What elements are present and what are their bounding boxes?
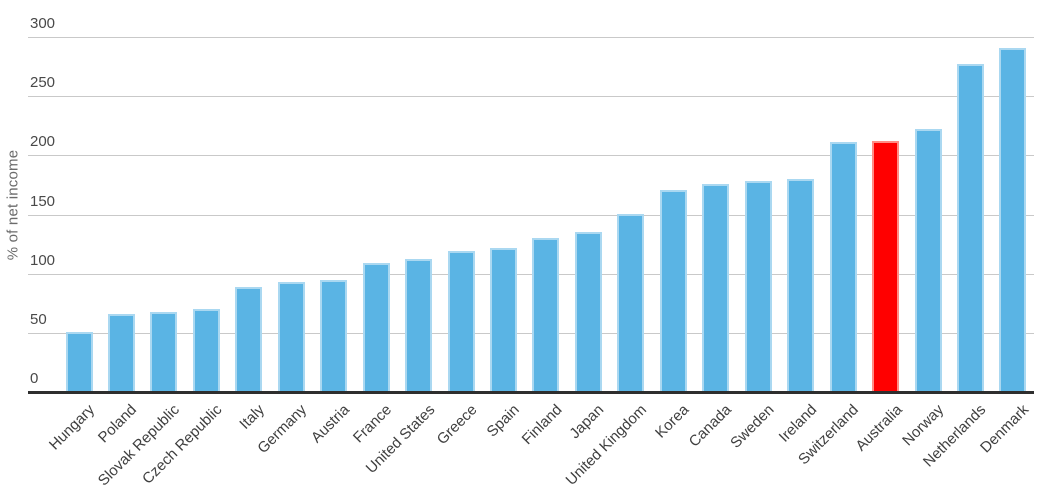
bar-poland[interactable] <box>108 314 135 392</box>
y-axis-title: % of net income <box>4 149 22 261</box>
x-label-korea: Korea <box>651 401 693 442</box>
bar-australia[interactable] <box>872 141 899 392</box>
bar-france[interactable] <box>363 263 390 392</box>
bar-united-kingdom[interactable] <box>617 214 644 392</box>
x-axis-line <box>28 391 1034 394</box>
y-tick-label-0: 0 <box>30 370 39 387</box>
x-label-hungary: Hungary <box>46 401 99 454</box>
x-label-italy: Italy <box>236 401 269 433</box>
x-label-sweden: Sweden <box>726 401 778 452</box>
bar-norway[interactable] <box>915 129 942 392</box>
bar-switzerland[interactable] <box>830 142 857 392</box>
bar-greece[interactable] <box>448 251 475 392</box>
gridline-100 <box>28 274 1034 275</box>
bar-czech-republic[interactable] <box>193 309 220 392</box>
bar-slovak-republic[interactable] <box>150 312 177 392</box>
bar-austria[interactable] <box>320 280 347 392</box>
y-tick-label-200: 200 <box>30 133 56 150</box>
y-tick-label-250: 250 <box>30 74 56 91</box>
bar-korea[interactable] <box>660 190 687 392</box>
bar-spain[interactable] <box>490 248 517 392</box>
x-label-greece: Greece <box>433 401 481 449</box>
y-tick-label-300: 300 <box>30 15 56 32</box>
gridline-150 <box>28 215 1034 216</box>
bar-hungary[interactable] <box>66 332 93 392</box>
x-label-spain: Spain <box>483 401 523 441</box>
gridline-50 <box>28 333 1034 334</box>
bar-sweden[interactable] <box>745 181 772 392</box>
x-label-australia: Australia <box>852 401 906 455</box>
x-label-austria: Austria <box>308 401 354 447</box>
bar-denmark[interactable] <box>999 48 1026 392</box>
y-tick-label-150: 150 <box>30 193 56 210</box>
y-tick-label-50: 50 <box>30 311 47 328</box>
gridline-300 <box>28 37 1034 38</box>
x-label-united-kingdom: United Kingdom <box>562 401 651 489</box>
bar-germany[interactable] <box>278 282 305 392</box>
bar-ireland[interactable] <box>787 179 814 392</box>
bar-canada[interactable] <box>702 184 729 392</box>
x-label-canada: Canada <box>686 401 736 451</box>
bar-finland[interactable] <box>532 238 559 392</box>
bar-japan[interactable] <box>575 232 602 392</box>
bar-italy[interactable] <box>235 287 262 392</box>
x-label-czech-republic: Czech Republic <box>139 401 226 488</box>
bar-netherlands[interactable] <box>957 64 984 392</box>
gridline-250 <box>28 96 1034 97</box>
x-label-finland: Finland <box>518 401 566 449</box>
y-tick-label-100: 100 <box>30 252 56 269</box>
bar-united-states[interactable] <box>405 259 432 392</box>
gridline-200 <box>28 155 1034 156</box>
